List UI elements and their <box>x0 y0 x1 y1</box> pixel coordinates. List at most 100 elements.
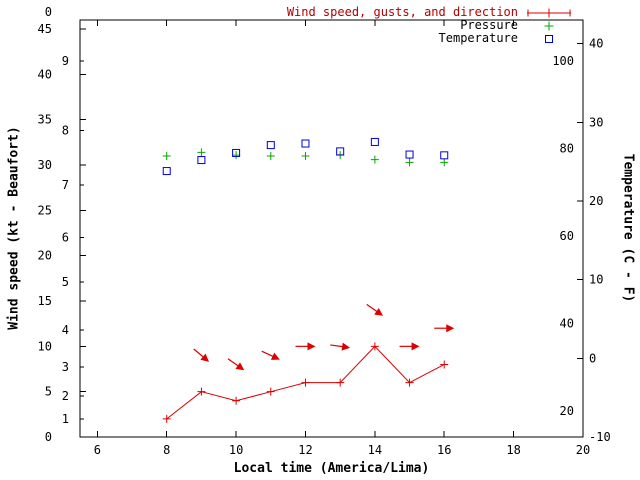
arrow-head <box>235 362 245 371</box>
wind-speed-point <box>440 360 449 369</box>
temperature-point <box>440 151 449 160</box>
wind-direction-arrow <box>261 350 280 360</box>
wind-direction-arrow <box>295 342 316 351</box>
y-left-tick-label: 10 <box>38 339 52 353</box>
beaufort-tick-label: 6 <box>62 231 69 245</box>
x-tick-label: 6 <box>94 443 101 457</box>
temperature-point <box>197 156 206 165</box>
wind-direction-arrow <box>193 348 210 362</box>
arrow-head <box>200 353 210 362</box>
arrow-head <box>307 342 316 351</box>
legend-label-temperature: Temperature <box>438 31 518 45</box>
celsius-tick-label: -10 <box>589 430 611 444</box>
pressure-point <box>301 151 310 160</box>
fahrenheit-tick-label: 60 <box>560 229 574 243</box>
y-left-tick-label: 35 <box>38 113 52 127</box>
beaufort-tick-label: 2 <box>62 389 69 403</box>
x-tick-label: 12 <box>298 443 312 457</box>
temperature-point <box>162 167 171 176</box>
arrow-head <box>446 324 455 333</box>
x-tick-label: 14 <box>368 443 382 457</box>
wind-speed-point <box>162 414 171 423</box>
arrow-head <box>411 342 420 351</box>
pressure-point <box>405 158 414 167</box>
arrow-shaft <box>227 358 240 368</box>
wind-direction-arrow <box>330 342 351 351</box>
celsius-tick-label: 0 <box>589 351 596 365</box>
pressure-point <box>440 158 449 167</box>
temperature-point <box>405 150 414 159</box>
fahrenheit-tick-label: 80 <box>560 142 574 156</box>
y-left-stray-top-label: 0 <box>45 5 52 19</box>
legend-label-wind: Wind speed, gusts, and direction <box>286 5 518 19</box>
y-axis-title-right: Temperature (C - F) <box>620 153 636 303</box>
beaufort-tick-label: 4 <box>62 323 69 337</box>
x-tick-label: 8 <box>163 443 170 457</box>
beaufort-tick-label: 3 <box>62 360 69 374</box>
pressure-point <box>197 148 206 157</box>
legend-marker-pressure-icon <box>544 21 554 30</box>
pressure-point <box>266 151 275 160</box>
legend-marker-shape <box>544 21 554 30</box>
fahrenheit-tick-label: 40 <box>560 316 574 330</box>
pressure-point <box>162 151 171 160</box>
arrow-head <box>270 352 280 360</box>
celsius-tick-label: 40 <box>589 37 603 51</box>
fahrenheit-tick-label: 100 <box>552 54 574 68</box>
x-tick-label: 20 <box>576 443 590 457</box>
legend-marker-shape <box>545 34 553 43</box>
pressure-point <box>370 155 379 164</box>
beaufort-tick-label: 5 <box>62 275 69 289</box>
x-tick-label: 10 <box>229 443 243 457</box>
arrow-shaft <box>366 303 379 313</box>
y-left-tick-label: 25 <box>38 203 52 217</box>
legend-marker-shape <box>527 8 571 17</box>
legend-marker-wind-icon <box>527 8 571 17</box>
chart-legend: Wind speed, gusts, and direction Pressur… <box>287 6 572 45</box>
plot-border <box>79 19 584 438</box>
y-left-tick-label: 15 <box>38 294 52 308</box>
wind-direction-arrow <box>227 358 245 371</box>
wind-speed-point <box>266 387 275 396</box>
temperature-point <box>336 147 345 156</box>
celsius-tick-label: 10 <box>589 273 603 287</box>
arrow-head <box>374 307 384 316</box>
legend-entry-pressure: Pressure <box>287 19 572 32</box>
wind-speed-point <box>197 387 206 396</box>
wind-speed-point <box>232 396 241 405</box>
temperature-point <box>370 137 379 146</box>
legend-entry-wind: Wind speed, gusts, and direction <box>287 6 572 19</box>
y-left-tick-label: 5 <box>45 385 52 399</box>
wind-direction-arrow <box>434 324 455 333</box>
x-tick-label: 16 <box>437 443 451 457</box>
y-left-tick-label: 30 <box>38 158 52 172</box>
beaufort-tick-label: 7 <box>62 178 69 192</box>
y-left-tick-label: 0 <box>45 430 52 444</box>
arrow-shaft <box>193 348 205 359</box>
y-axis-title-left: Wind speed (kt - Beaufort) <box>6 126 22 330</box>
pressure-point <box>232 151 241 160</box>
temperature-point <box>232 148 241 157</box>
temperature-point <box>266 141 275 150</box>
beaufort-tick-label: 9 <box>62 54 69 68</box>
wind-speed-point <box>336 378 345 387</box>
wind-direction-arrow <box>366 303 384 316</box>
celsius-tick-label: 30 <box>589 115 603 129</box>
fahrenheit-tick-label: 20 <box>560 404 574 418</box>
temperature-point <box>301 139 310 148</box>
beaufort-tick-label: 1 <box>62 412 69 426</box>
legend-label-pressure: Pressure <box>460 18 518 32</box>
arrow-shaft <box>330 344 345 348</box>
wind-speed-point <box>370 342 379 351</box>
legend-marker-temperature-icon <box>545 34 553 43</box>
wind-speed-point <box>301 378 310 387</box>
y-left-tick-label: 20 <box>38 249 52 263</box>
wind-direction-arrow <box>399 342 420 351</box>
beaufort-tick-label: 8 <box>62 124 69 138</box>
y-left-tick-label: 45 <box>38 22 52 36</box>
wind-speed-point <box>405 378 414 387</box>
legend-entry-temperature: Temperature <box>287 32 572 45</box>
x-axis-title: Local time (America/Lima) <box>233 461 430 476</box>
